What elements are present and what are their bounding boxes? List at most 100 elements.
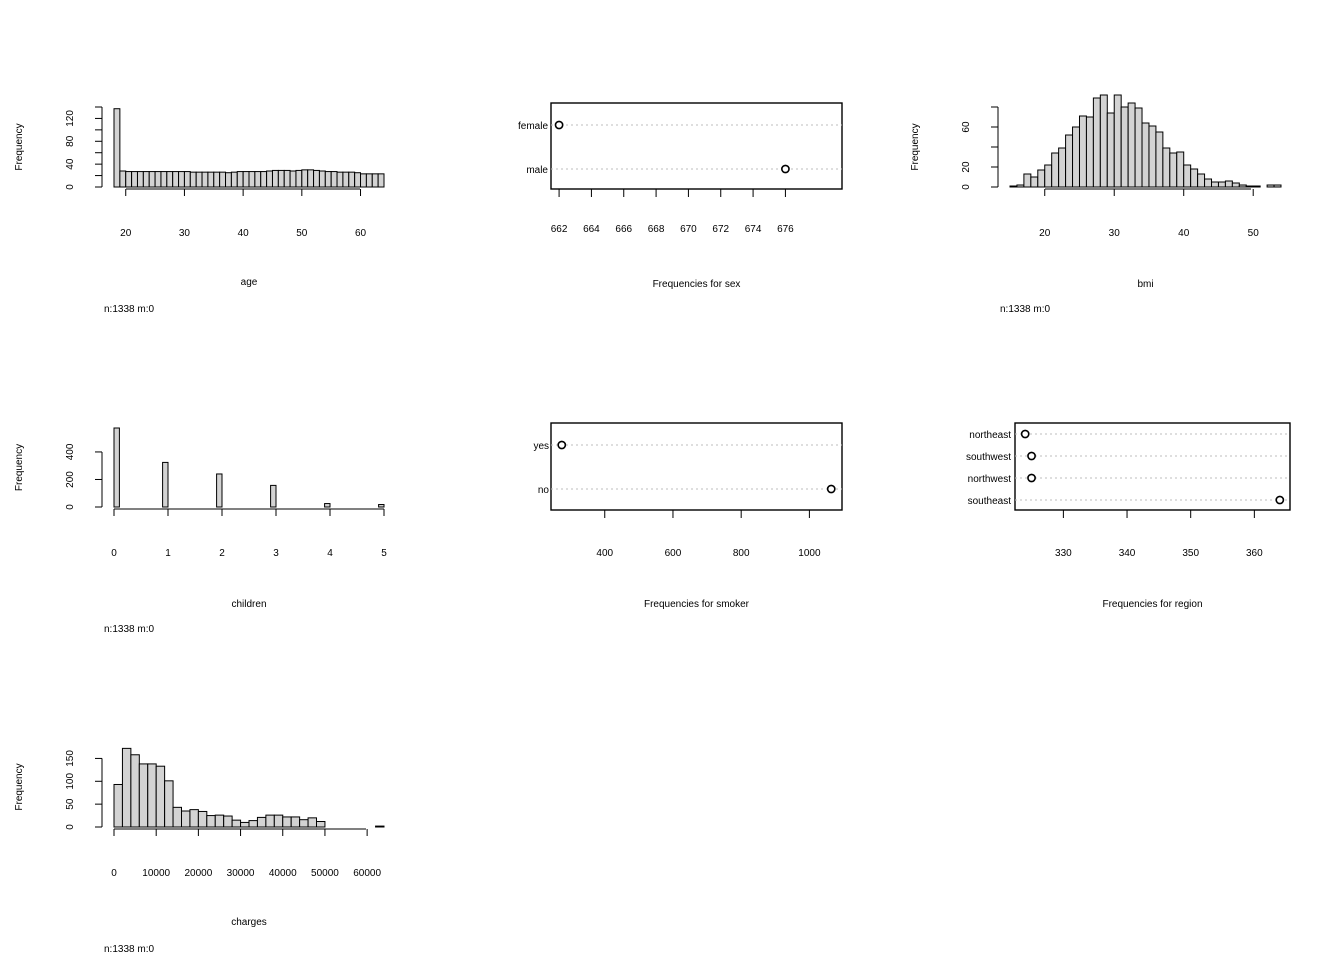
age-bar xyxy=(254,171,262,188)
age-bar xyxy=(119,170,127,188)
children-bar xyxy=(378,504,385,508)
bmi-bar xyxy=(1266,184,1275,188)
charges-bar xyxy=(256,816,267,828)
charges-bar xyxy=(223,815,233,828)
bmi-bar xyxy=(1072,126,1080,188)
age-footnote: n:1338 m:0 xyxy=(104,304,154,315)
histogram-children: 0 1 2 3 4 5 0 200 400 Frequency children n:1338 m:0 xyxy=(14,427,387,635)
bmi-bar xyxy=(1085,116,1094,188)
charges-bar xyxy=(172,806,182,828)
bmi-x-tick-label: 30 xyxy=(1109,228,1121,239)
dotchart-region: northeast southwest northwest southeast 330 3… xyxy=(966,422,1291,610)
histogram-charges: 0 10000 20000 30000 40000 50000 60000 0 50 100 150… xyxy=(14,747,385,955)
children-x-tick-label: 2 xyxy=(219,548,225,559)
sex-x-tick-label: 674 xyxy=(745,224,762,235)
bmi-bar xyxy=(1148,125,1157,188)
charges-bar xyxy=(214,814,225,828)
age-bar xyxy=(166,171,174,188)
age-bar xyxy=(318,170,326,188)
smoker-x-tick-label: 600 xyxy=(665,548,682,559)
age-bar xyxy=(236,171,244,188)
region-category-label: southwest xyxy=(966,452,1011,463)
sex-x-tick-label: 662 xyxy=(551,224,568,235)
age-x-tick-label: 50 xyxy=(296,228,308,239)
age-bar xyxy=(271,169,279,188)
smoker-x-tick-label: 1000 xyxy=(798,548,821,559)
sex-x-tick-label: 666 xyxy=(615,224,632,235)
charges-bar xyxy=(147,763,157,828)
age-bar xyxy=(301,169,309,188)
age-bar xyxy=(307,169,315,188)
bmi-bar xyxy=(1190,168,1199,188)
age-bar xyxy=(313,169,320,188)
dotchart-smoker: yes no 400 600 800 1000 Frequencies for smoker xyxy=(533,422,843,610)
sex-x-title: Frequencies for sex xyxy=(653,279,741,290)
region-x-tick-label: 330 xyxy=(1055,548,1072,559)
charges-bar xyxy=(282,816,292,828)
charges-bar xyxy=(265,814,275,828)
age-bar xyxy=(336,171,344,188)
bmi-bar xyxy=(1120,106,1129,188)
charges-x-tick-label: 0 xyxy=(111,868,117,879)
charges-bar xyxy=(138,763,149,828)
region-x-tick-label: 360 xyxy=(1246,548,1263,559)
age-bar xyxy=(342,171,350,188)
bmi-bar xyxy=(1245,185,1254,188)
children-y-tick-label: 200 xyxy=(65,471,76,488)
charges-bar xyxy=(189,809,199,828)
charges-x-tick-label: 20000 xyxy=(184,868,212,879)
age-bar xyxy=(360,173,367,188)
bmi-bar xyxy=(1044,164,1053,188)
age-bar xyxy=(131,171,138,188)
bmi-bar xyxy=(1092,97,1101,188)
bmi-bar xyxy=(1065,134,1074,188)
children-x-tick-label: 1 xyxy=(165,548,171,559)
bmi-bar xyxy=(1037,169,1046,188)
children-y-title: Frequency xyxy=(14,444,25,491)
children-footnote: n:1338 m:0 xyxy=(104,624,154,635)
sex-x-tick-label: 668 xyxy=(648,224,665,235)
charges-bar xyxy=(375,825,385,828)
age-bar xyxy=(183,171,191,188)
age-bar xyxy=(377,173,385,188)
age-bar xyxy=(142,171,150,188)
charges-bar xyxy=(206,815,216,828)
bmi-bar xyxy=(1169,152,1178,188)
sex-point xyxy=(781,164,790,174)
bmi-bar xyxy=(1106,112,1115,188)
bmi-y-tick-label: 60 xyxy=(961,121,972,133)
charges-x-title: charges xyxy=(231,917,267,928)
age-bar xyxy=(266,170,273,188)
bmi-y-tick-label: 20 xyxy=(961,161,972,173)
charges-bar xyxy=(307,817,317,828)
sex-plot-frame xyxy=(550,102,843,190)
bmi-bar xyxy=(1273,184,1282,188)
sex-category-label: female xyxy=(518,121,548,132)
charges-bar xyxy=(155,765,166,828)
smoker-category-label: yes xyxy=(533,441,549,452)
children-x-tick-label: 5 xyxy=(381,548,387,559)
smoker-x-tick-label: 800 xyxy=(733,548,750,559)
charges-y-tick-label: 0 xyxy=(65,824,76,830)
children-x-tick-label: 4 xyxy=(327,548,333,559)
charges-bar xyxy=(121,747,132,828)
region-category-label: southeast xyxy=(968,496,1012,507)
charges-bar xyxy=(248,820,258,828)
region-category-label: northeast xyxy=(969,430,1011,441)
bmi-bar xyxy=(1030,176,1039,188)
age-bar xyxy=(213,171,221,188)
bmi-bar xyxy=(1078,115,1087,188)
age-bar xyxy=(225,172,232,188)
charges-bar xyxy=(316,821,326,828)
age-bar xyxy=(201,171,209,188)
age-x-title: age xyxy=(241,277,258,288)
charges-bar xyxy=(113,783,123,828)
age-y-tick-label: 0 xyxy=(65,184,76,190)
age-bar xyxy=(136,171,144,188)
charges-y-tick-label: 50 xyxy=(65,798,76,810)
bmi-bar xyxy=(1141,122,1150,188)
children-y-tick-label: 400 xyxy=(65,443,76,460)
bmi-x-tick-label: 50 xyxy=(1248,228,1260,239)
bmi-bar xyxy=(1197,173,1206,188)
